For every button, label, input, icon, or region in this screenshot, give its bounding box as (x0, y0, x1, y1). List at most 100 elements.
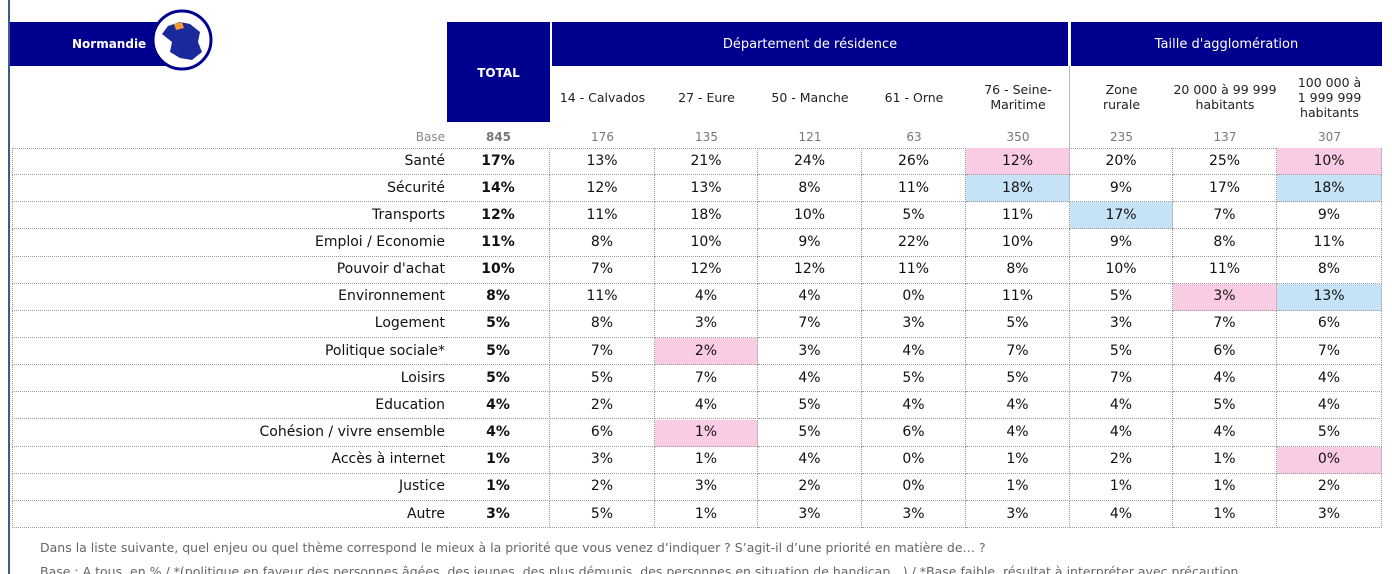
cell: 11% (1173, 256, 1277, 284)
cell: 7% (1277, 338, 1382, 366)
cell: 4% (447, 419, 550, 447)
cell: 7% (1173, 310, 1277, 339)
cell: 3% (1173, 283, 1277, 311)
cell: 0% (1277, 446, 1382, 474)
row-label: Politique sociale* (12, 338, 447, 366)
cell: 10% (447, 256, 550, 284)
base-value: 121 (798, 129, 822, 144)
cell: 4% (1173, 419, 1277, 447)
cell: 5% (758, 392, 862, 420)
footnote: Dans la liste suivante, quel enjeu ou qu… (40, 540, 986, 555)
cell: 5% (447, 310, 550, 339)
cell: 4% (655, 283, 758, 311)
cell: 13% (1277, 283, 1382, 311)
row-label: Santé (12, 148, 447, 176)
column-header: Zone rurale (1070, 66, 1173, 128)
column-header-line: habitants (1300, 104, 1359, 120)
cell: 3% (966, 500, 1070, 529)
cell: 7% (550, 256, 655, 284)
row-label: Pouvoir d'achat (12, 256, 447, 284)
cell: 4% (966, 392, 1070, 420)
cell: 4% (1070, 419, 1173, 447)
cell: 5% (1070, 283, 1173, 311)
column-header: 61 - Orne (862, 66, 966, 128)
row-label: Emploi / Economie (12, 229, 447, 257)
cell: 20% (1070, 148, 1173, 176)
cell: 1% (1070, 473, 1173, 501)
cell: 7% (1173, 202, 1277, 230)
cell: 4% (1070, 500, 1173, 529)
cell: 9% (1070, 175, 1173, 203)
left-border (8, 0, 10, 574)
cell: 5% (862, 365, 966, 393)
cell: 10% (1277, 148, 1382, 176)
cell: 11% (550, 283, 655, 311)
cell: 5% (550, 500, 655, 529)
row-label: Environnement (12, 283, 447, 311)
row-label: Autre (12, 500, 447, 529)
row-label: Sécurité (12, 175, 447, 203)
row-label: Transports (12, 202, 447, 230)
cell: 12% (655, 256, 758, 284)
column-header-line: 61 - Orne (884, 89, 944, 105)
column-header-line: rurale (1102, 97, 1141, 112)
cell: 1% (655, 446, 758, 474)
cell: 8% (550, 229, 655, 257)
cell: 4% (1173, 365, 1277, 393)
cell: 17% (1173, 175, 1277, 203)
base-value: 137 (1213, 129, 1237, 144)
cell: 12% (550, 175, 655, 203)
cell: 1% (655, 500, 758, 529)
cell: 7% (1070, 365, 1173, 393)
cell: 5% (758, 419, 862, 447)
cell: 8% (966, 256, 1070, 284)
cell: 2% (550, 473, 655, 501)
cell: 12% (758, 256, 862, 284)
cell: 4% (758, 283, 862, 311)
cell: 11% (447, 229, 550, 257)
cell: 7% (966, 338, 1070, 366)
cell: 4% (966, 419, 1070, 447)
cell: 8% (1277, 256, 1382, 284)
cell: 7% (655, 365, 758, 393)
column-header-line: 100 000 à (1297, 74, 1362, 90)
column-header-line: 14 - Calvados (559, 89, 646, 105)
cell: 4% (1277, 392, 1382, 420)
cell: 10% (966, 229, 1070, 257)
cell: 1% (1173, 500, 1277, 529)
cell: 10% (655, 229, 758, 257)
group-header: Taille d'agglomération (1071, 22, 1382, 66)
row-label: Justice (12, 473, 447, 501)
cell: 6% (1277, 310, 1382, 339)
cell: 3% (758, 500, 862, 529)
cell: 18% (1277, 175, 1382, 203)
cell: 5% (1173, 392, 1277, 420)
cell: 8% (447, 283, 550, 311)
cell: 0% (862, 446, 966, 474)
column-header-line: 1 999 999 (1297, 89, 1362, 105)
column-header-line: 20 000 à 99 999 (1173, 82, 1277, 97)
cell: 1% (1173, 473, 1277, 501)
cell: 17% (1070, 202, 1173, 230)
cell: 18% (966, 175, 1070, 203)
base-value: 135 (695, 129, 718, 144)
cell: 13% (655, 175, 758, 203)
cell: 7% (758, 310, 862, 339)
base-value: 176 (591, 129, 614, 144)
base-value: 63 (906, 129, 922, 144)
cell: 3% (758, 338, 862, 366)
total-header: TOTAL (447, 22, 550, 122)
base-value: 350 (1006, 129, 1030, 144)
cell: 18% (655, 202, 758, 230)
cell: 11% (550, 202, 655, 230)
cell: 3% (862, 310, 966, 339)
cell: 5% (550, 365, 655, 393)
cell: 1% (966, 473, 1070, 501)
cell: 21% (655, 148, 758, 176)
cell: 2% (655, 338, 758, 366)
cell: 1% (1173, 446, 1277, 474)
row-label: Cohésion / vivre ensemble (12, 419, 447, 447)
cell: 4% (758, 365, 862, 393)
